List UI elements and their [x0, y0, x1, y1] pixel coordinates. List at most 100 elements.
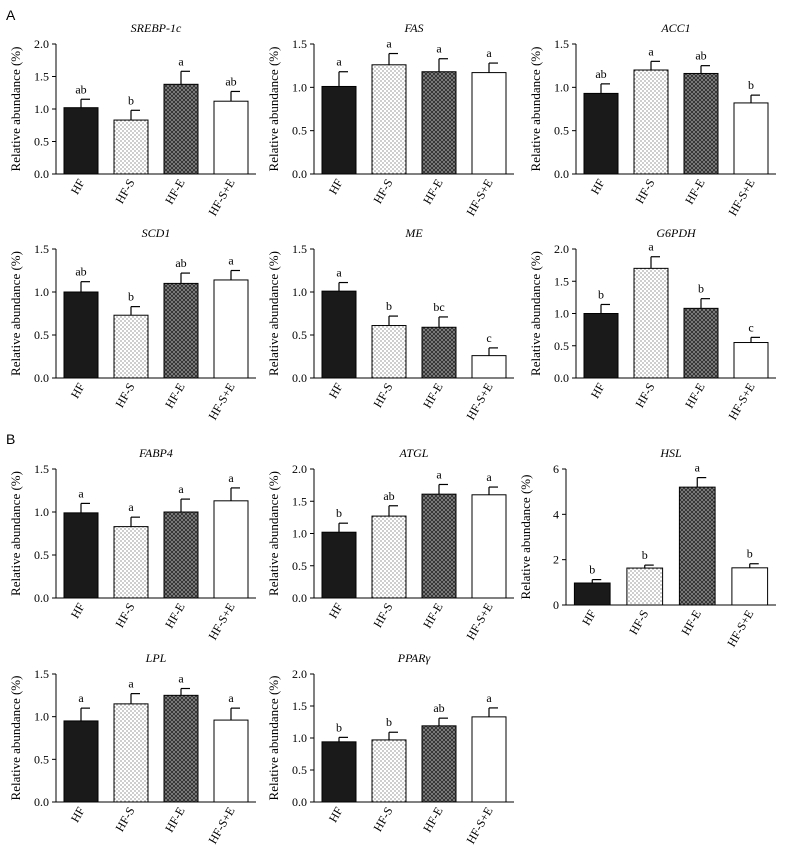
y-tick-label: 0.5 [292, 763, 307, 777]
significance-letter: a [436, 467, 442, 481]
category-label: HF-E [162, 805, 187, 835]
y-tick-label: 0.0 [34, 795, 49, 809]
y-axis-label: Relative abundance (%) [8, 47, 23, 172]
significance-letter: b [128, 290, 134, 304]
bar-hf-s-e [733, 102, 769, 175]
y-tick-label: 1.0 [292, 80, 307, 94]
bar-hf-s [113, 119, 149, 175]
y-tick-label: 0.0 [554, 371, 569, 385]
significance-letter: ab [75, 265, 86, 279]
category-label: HF-S+E [463, 601, 495, 643]
y-tick-label: 1.5 [34, 667, 49, 681]
panel-label-a: A [6, 7, 16, 23]
category-label: HF-S [112, 601, 137, 631]
chart-title: PPARγ [397, 651, 431, 665]
chart-srebp-1c: 0.0 0.5 1.0 1.5 2.0 SREBP-1c Relative abundanc… [8, 21, 256, 218]
chart-ppar: 0.0 0.5 1.0 1.5 2.0 PPARγ Relative abundance (… [266, 651, 514, 846]
significance-letter: a [648, 240, 654, 254]
bar-hf-e [163, 694, 199, 803]
y-tick-label: 1.0 [292, 731, 307, 745]
bar-hf [583, 313, 619, 379]
significance-letter: ab [75, 82, 86, 96]
category-label: HF-S [370, 601, 395, 631]
bar-hf-s [371, 515, 407, 599]
bar-hf-s [113, 703, 149, 803]
category-label: HF-E [162, 601, 187, 631]
category-label: HF-S [626, 608, 651, 638]
bar-hf [573, 582, 611, 606]
category-label: HF-E [678, 608, 703, 638]
bar-hf-e [678, 486, 716, 606]
bar-hf-e [683, 72, 719, 175]
significance-letter: b [386, 715, 392, 729]
category-label: HF-E [420, 805, 445, 835]
bar-hf-e [421, 71, 457, 175]
y-tick-label: 0.5 [292, 124, 307, 138]
category-label: HF-S+E [205, 381, 237, 423]
bar-hf-e [421, 725, 457, 803]
category-label: HF-S [370, 805, 395, 835]
category-label: HF-E [420, 601, 445, 631]
bar-hf-s-e [471, 355, 507, 379]
category-label: HF-S [370, 381, 395, 411]
category-label: HF [68, 804, 88, 825]
significance-letter: b [642, 548, 648, 562]
significance-letter: b [747, 547, 753, 561]
chart-title: SCD1 [142, 226, 171, 240]
y-tick-label: 1.0 [292, 527, 307, 541]
significance-letter: b [336, 506, 342, 520]
category-label: HF-S [370, 177, 395, 207]
chart-atgl: 0.0 0.5 1.0 1.5 2.0 ATGL Relative abundance (%… [266, 446, 514, 642]
y-tick-label: 1.0 [34, 285, 49, 299]
significance-letter: b [698, 282, 704, 296]
chart-title: HSL [659, 446, 682, 460]
significance-letter: c [748, 320, 753, 334]
y-tick-label: 0.5 [554, 339, 569, 353]
bar-hf-e [421, 326, 457, 379]
y-tick-label: 0.5 [34, 752, 49, 766]
y-axis-label: Relative abundance (%) [518, 475, 533, 600]
category-label: HF [326, 380, 346, 401]
bar-hf-s [633, 267, 669, 379]
bar-hf-e [421, 493, 457, 599]
bar-hf-s [113, 314, 149, 379]
significance-letter: b [748, 78, 754, 92]
significance-letter: a [695, 461, 701, 475]
chart-g6pdh: 0.0 0.5 1.0 1.5 2.0 G6PDH Relative abundance (… [528, 226, 776, 422]
category-label: HF-E [682, 381, 707, 411]
significance-letter: a [78, 486, 84, 500]
bar-hf-s [371, 64, 407, 175]
significance-letter: a [128, 677, 134, 691]
significance-letter: b [598, 287, 604, 301]
significance-letter: a [228, 691, 234, 705]
y-tick-label: 1.0 [34, 505, 49, 519]
chart-me: 0.0 0.5 1.0 1.5 ME Relative abundance (%) a HF b… [266, 226, 514, 422]
category-label: HF [588, 176, 608, 197]
bar-hf [63, 512, 99, 599]
bar-hf-s [113, 526, 149, 599]
bar-hf-s [626, 567, 664, 606]
y-tick-label: 0.0 [292, 371, 307, 385]
bar-hf-s-e [213, 500, 249, 599]
bar-hf-s [371, 739, 407, 803]
y-tick-label: 0 [553, 598, 559, 612]
y-tick-label: 1.5 [554, 274, 569, 288]
category-label: HF-S+E [205, 805, 237, 847]
bar-hf-s [371, 325, 407, 379]
y-tick-label: 2.0 [292, 462, 307, 476]
bar-hf-e [163, 282, 199, 379]
bar-hf-s [633, 69, 669, 175]
significance-letter: a [386, 37, 392, 51]
chart-title: ACC1 [660, 21, 690, 35]
chart-fabp4: 0.0 0.5 1.0 1.5 FABP4 Relative abundance (%) a… [8, 446, 256, 642]
bar-hf [321, 531, 357, 599]
significance-letter: bc [433, 300, 444, 314]
bar-hf [321, 85, 357, 175]
bar-hf-s-e [213, 719, 249, 803]
y-axis-label: Relative abundance (%) [266, 251, 281, 376]
y-tick-label: 6 [553, 462, 559, 476]
bar-hf [321, 290, 357, 379]
category-label: HF-S [632, 177, 657, 207]
y-tick-label: 0.0 [554, 167, 569, 181]
significance-letter: b [336, 720, 342, 734]
